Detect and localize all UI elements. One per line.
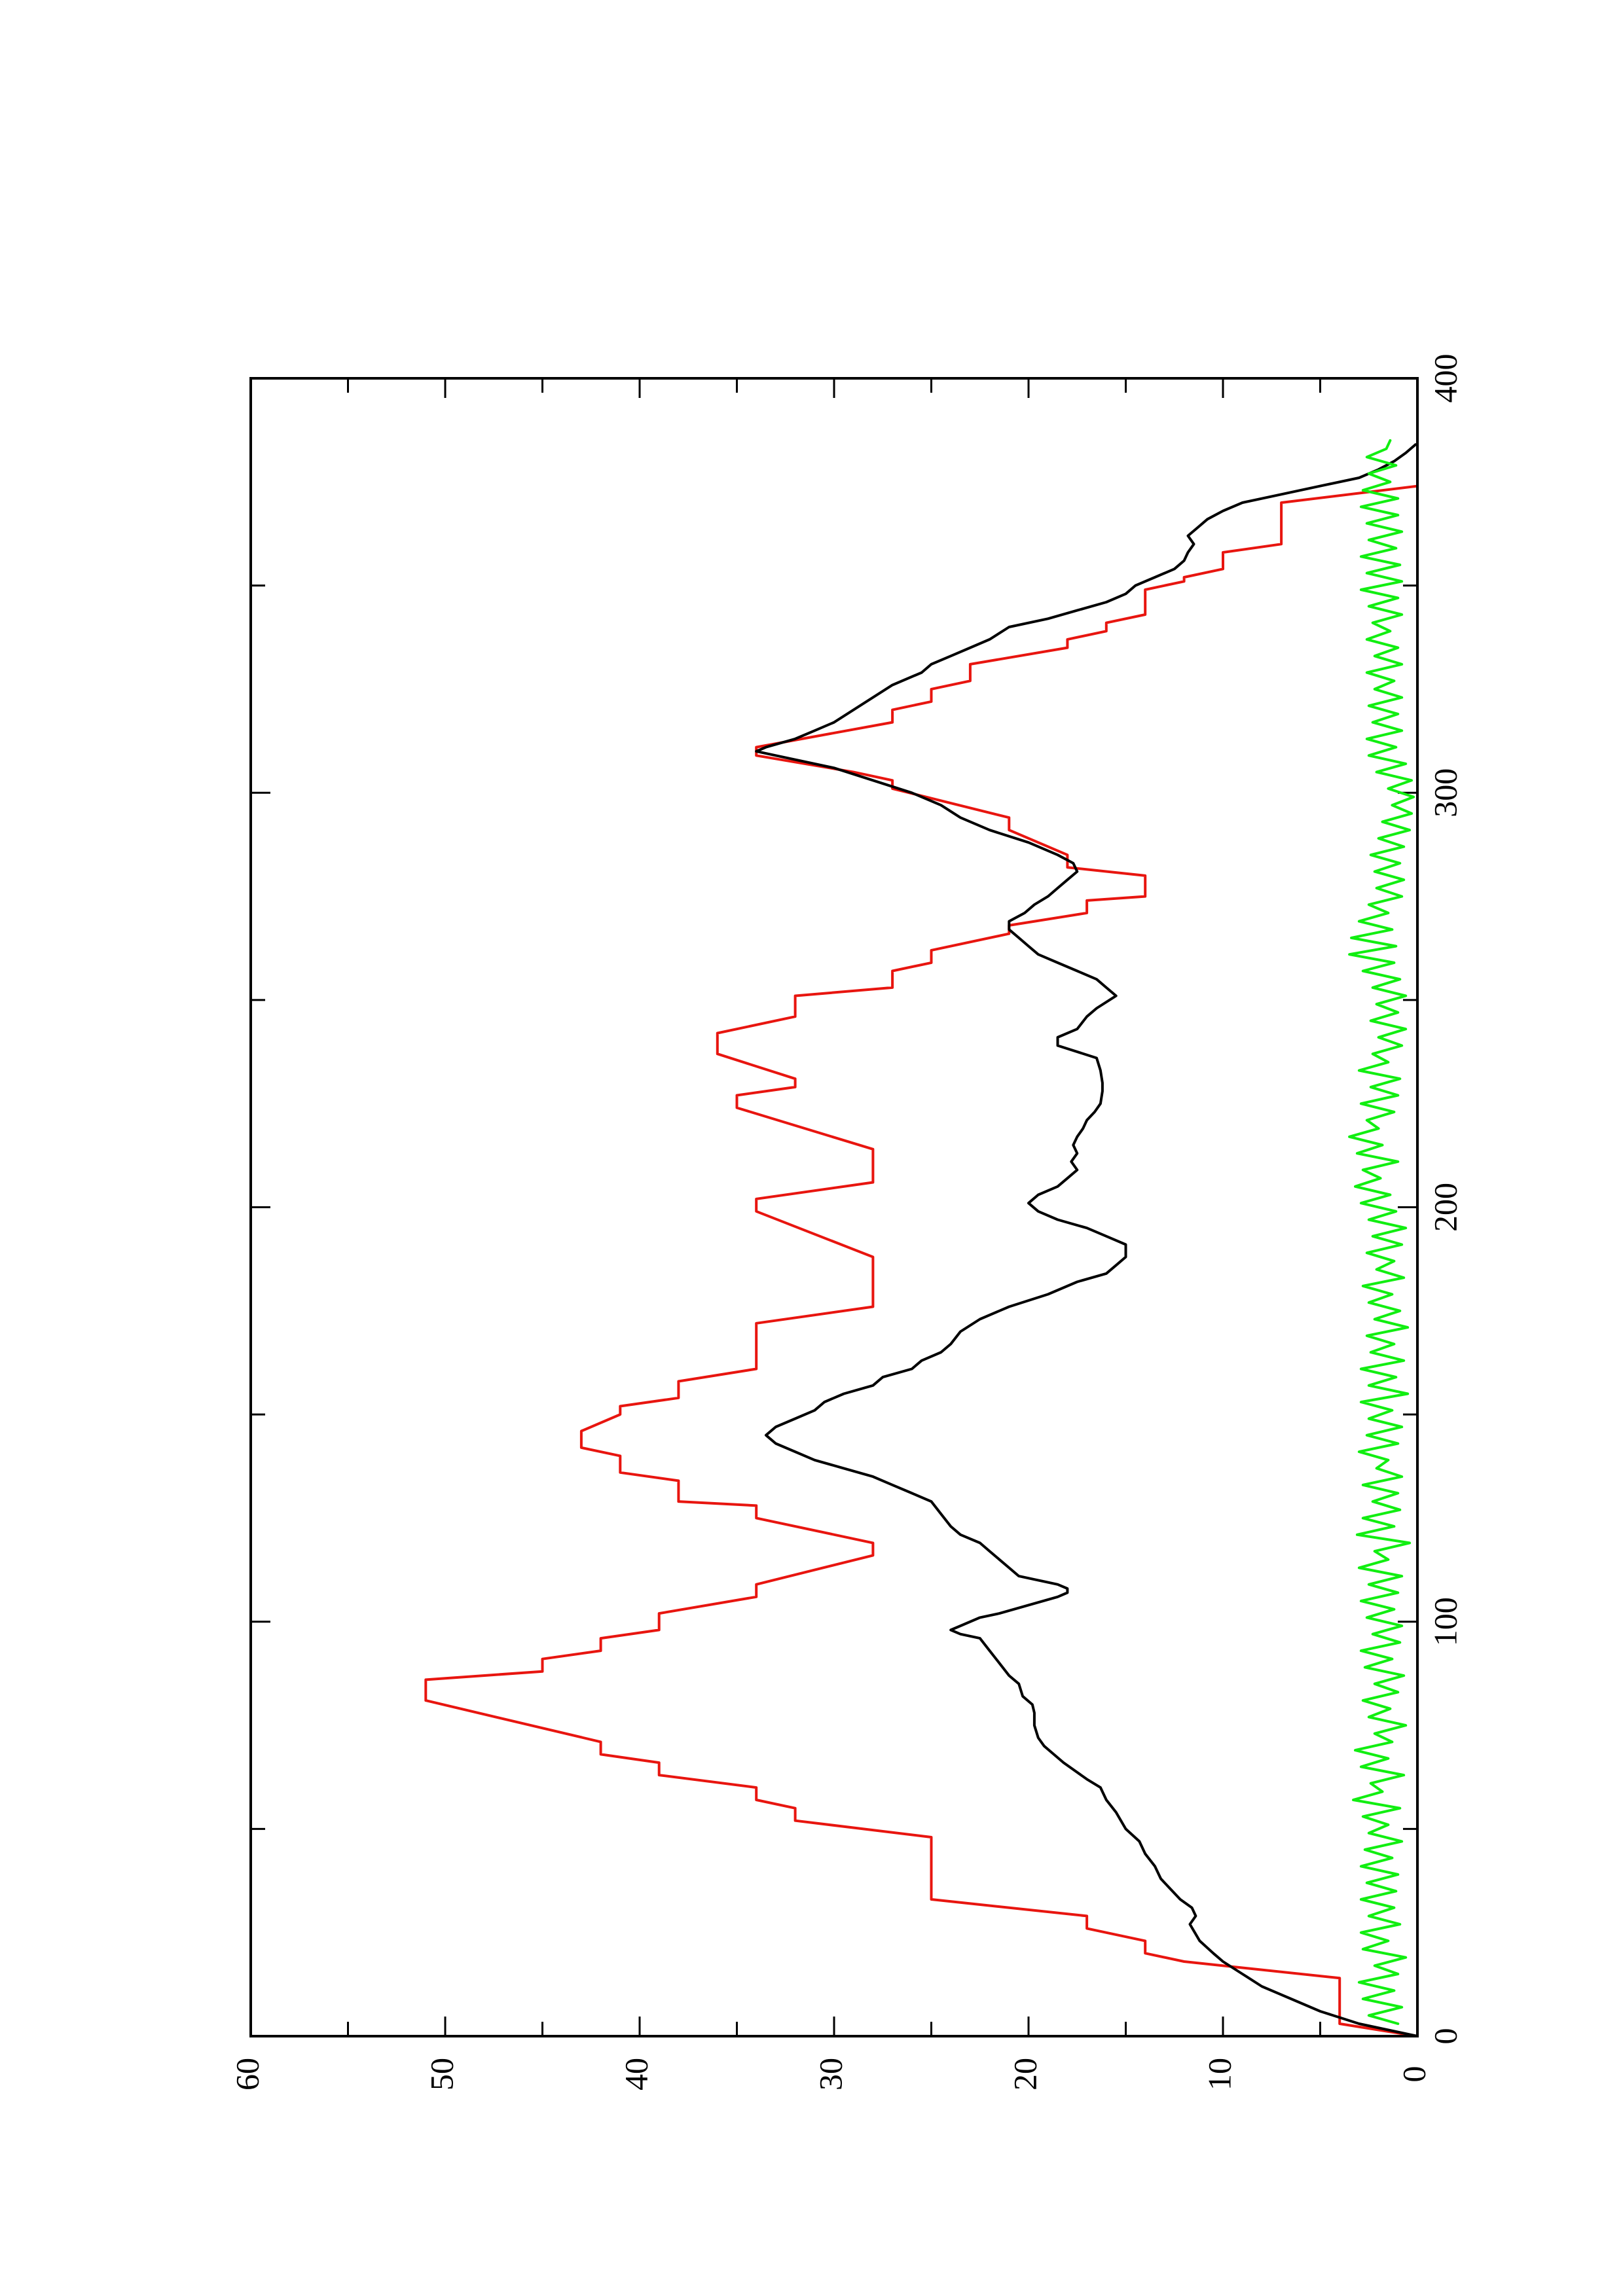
y-tick-label: 40 xyxy=(617,2058,654,2090)
x-tick-label: 100 xyxy=(1427,1597,1463,1646)
y-tick-label: 10 xyxy=(1201,2058,1237,2090)
x-tick-label: 300 xyxy=(1427,768,1463,817)
series-line-1 xyxy=(755,443,1419,2037)
plot-frame xyxy=(249,377,1419,2037)
x-tick-label: 400 xyxy=(1427,354,1463,403)
y-tick-label: 30 xyxy=(812,2058,848,2090)
y-tick-label: 20 xyxy=(1006,2058,1043,2090)
y-tick-label: 50 xyxy=(423,2058,460,2090)
x-tick-label: 200 xyxy=(1427,1183,1463,1232)
ticks-layer xyxy=(249,377,1419,2037)
series-line-0 xyxy=(424,484,1419,2037)
series-layer xyxy=(424,439,1419,2037)
y-tick-label: 0 xyxy=(1395,2066,1432,2083)
labels-layer: 0 100 200 300 400 0 10 20 30 40 50 60 xyxy=(228,354,1463,2091)
x-tick-label: 0 xyxy=(1427,2028,1463,2045)
y-tick-label: 60 xyxy=(228,2058,265,2090)
series-line-2 xyxy=(1348,439,1415,2025)
